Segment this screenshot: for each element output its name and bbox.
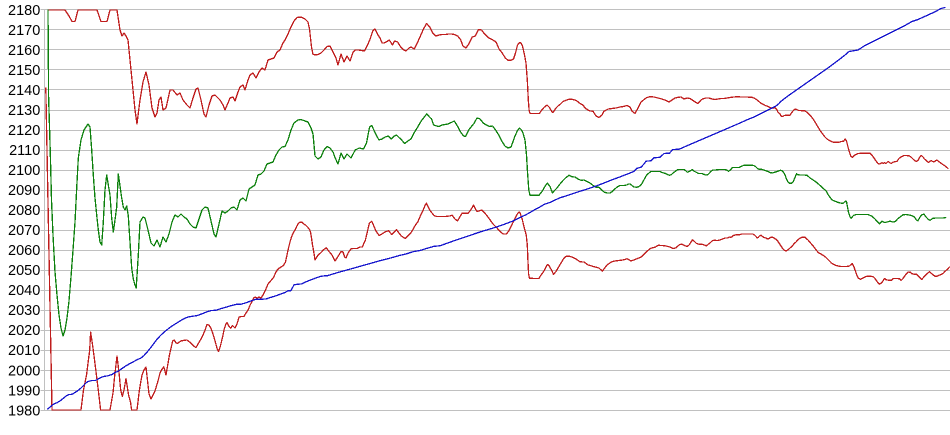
svg-text:1990: 1990 [8,383,40,399]
svg-text:2040: 2040 [8,283,40,299]
svg-text:2170: 2170 [8,23,40,39]
svg-text:2140: 2140 [8,83,40,99]
svg-text:2020: 2020 [8,323,40,339]
svg-text:2150: 2150 [8,63,40,79]
svg-text:2130: 2130 [8,103,40,119]
svg-text:2060: 2060 [8,243,40,259]
svg-text:2010: 2010 [8,343,40,359]
svg-text:2080: 2080 [8,203,40,219]
svg-text:2070: 2070 [8,223,40,239]
svg-text:1980: 1980 [8,403,40,419]
svg-text:2090: 2090 [8,183,40,199]
svg-text:2120: 2120 [8,123,40,139]
svg-text:2030: 2030 [8,303,40,319]
svg-text:2110: 2110 [9,143,40,159]
svg-text:2100: 2100 [8,163,40,179]
svg-text:2180: 2180 [8,3,40,19]
svg-text:2050: 2050 [8,263,40,279]
svg-text:2160: 2160 [8,43,40,59]
svg-text:2000: 2000 [8,363,40,379]
